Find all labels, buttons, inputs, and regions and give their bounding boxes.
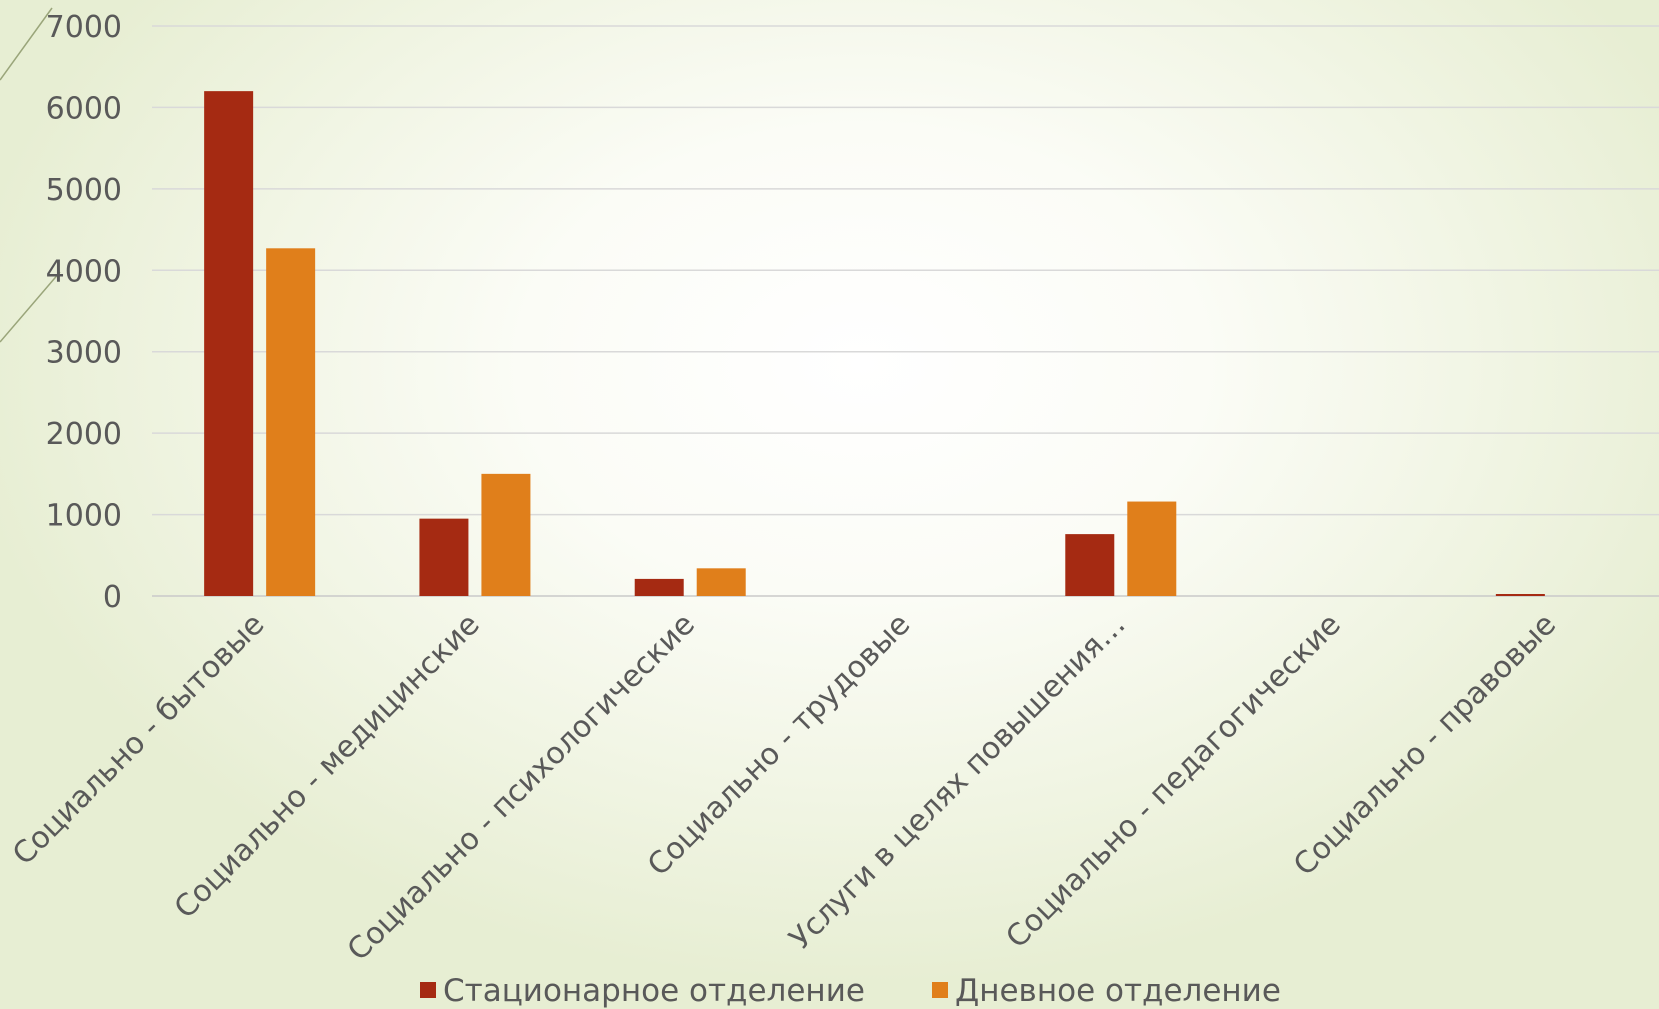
bar-day-4: [1127, 501, 1177, 596]
y-tick-label: 6000: [46, 91, 122, 126]
bar-stationary-1: [419, 518, 469, 596]
y-tick-label: 4000: [46, 254, 122, 289]
y-axis-tick-labels: 0 1000 2000 3000 4000 5000 6000 7000: [46, 10, 122, 615]
legend-swatch-stationary: [420, 982, 436, 998]
legend-label-stationary: Стационарное отделение: [443, 973, 865, 1009]
legend: Стационарное отделение Дневное отделение: [420, 973, 1281, 1009]
y-tick-label: 0: [103, 580, 122, 615]
decorative-line-top: [0, 7, 53, 81]
legend-swatch-day: [932, 982, 948, 998]
bars: [204, 91, 1545, 597]
decorative-lines: [0, 7, 61, 343]
x-category-label: Услуги в целях повышения…: [783, 607, 1133, 957]
legend-label-day: Дневное отделение: [955, 973, 1281, 1009]
y-tick-label: 3000: [46, 336, 122, 371]
bar-stationary-0: [204, 91, 254, 597]
gridlines: [152, 25, 1659, 597]
bar-day-0: [266, 248, 316, 597]
bar-stationary-6: [1495, 594, 1545, 596]
y-tick-label: 1000: [46, 499, 122, 534]
bar-stationary-2: [634, 578, 684, 596]
x-category-label: Социально - психологические: [341, 607, 702, 968]
bar-day-2: [696, 568, 746, 596]
y-tick-label: 2000: [46, 417, 122, 452]
decorative-line-middle: [0, 271, 61, 343]
y-tick-label: 5000: [46, 173, 122, 208]
bar-day-1: [481, 473, 531, 596]
x-category-label: Социально - педагогические: [999, 607, 1347, 955]
bar-stationary-4: [1065, 534, 1115, 596]
x-category-label: Социально - бытовые: [6, 607, 271, 872]
y-tick-label: 7000: [46, 10, 122, 45]
